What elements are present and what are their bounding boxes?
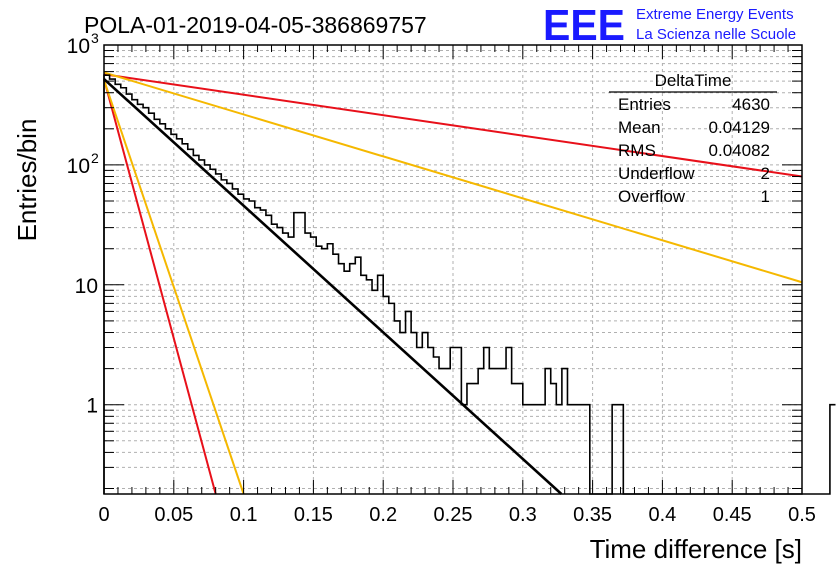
fit-curve xyxy=(103,78,217,495)
logo-line-1: Extreme Energy Events xyxy=(636,6,794,23)
stats-row-label: Overflow xyxy=(618,187,686,206)
logo-mark: EEE xyxy=(543,1,625,50)
y-tick-label: 1 xyxy=(86,395,98,418)
x-tick-label: 0.3 xyxy=(509,504,537,526)
fit-curve xyxy=(103,71,803,284)
stats-title: DeltaTime xyxy=(655,71,732,90)
x-tick-label: 0.2 xyxy=(369,504,397,526)
x-tick-label: 0.35 xyxy=(573,504,612,526)
chart-title: POLA-01-2019-04-05-386869757 xyxy=(84,12,427,38)
y-tick-label-exponent: 2 xyxy=(91,150,99,166)
stats-row-value: 1 xyxy=(761,187,770,206)
x-tick-labels: 0 0.05 0.1 0.15 0.2 0.25 0.3 0.35 0.4 0.45 0.5 xyxy=(98,504,815,526)
y-tick-label: 10 xyxy=(67,35,90,58)
stats-row-label: Mean xyxy=(618,118,661,137)
stats-box: DeltaTime Entries 4630 Mean 0.04129 RMS 0.0408… xyxy=(609,71,777,206)
x-tick-label: 0.25 xyxy=(434,504,473,526)
stats-row-value: 0.04082 xyxy=(709,141,770,160)
x-axis-label: Time difference [s] xyxy=(590,534,802,564)
fit-curve xyxy=(103,79,245,495)
x-tick-label: 0.45 xyxy=(713,504,752,526)
stats-row-value: 2 xyxy=(761,164,770,183)
y-tick-label: 10 xyxy=(67,155,90,178)
y-tick-label: 10 xyxy=(75,275,98,298)
x-tick-label: 0.5 xyxy=(788,504,816,526)
x-tick-label: 0 xyxy=(98,504,109,526)
x-tick-label: 0.05 xyxy=(154,504,193,526)
stats-row-label: Entries xyxy=(618,95,671,114)
x-tick-label: 0.1 xyxy=(230,504,258,526)
stats-row-value: 0.04129 xyxy=(709,118,770,137)
grid xyxy=(104,45,802,494)
x-tick-label: 0.15 xyxy=(294,504,333,526)
fit-curve xyxy=(103,73,803,178)
stats-row-label: RMS xyxy=(618,141,656,160)
logo-line-2: La Scienza nelle Scuole xyxy=(636,26,796,43)
axis-ticks xyxy=(103,45,803,494)
fit-curves xyxy=(103,71,803,495)
x-tick-label: 0.4 xyxy=(648,504,676,526)
logo: EEE Extreme Energy Events La Scienza nel… xyxy=(543,1,796,50)
stats-row-label: Underflow xyxy=(618,164,695,183)
y-tick-label-exponent: 3 xyxy=(91,30,99,46)
fit-curve xyxy=(103,78,563,495)
stats-row-value: 4630 xyxy=(732,95,770,114)
y-axis-label: Entries/bin xyxy=(12,119,42,242)
